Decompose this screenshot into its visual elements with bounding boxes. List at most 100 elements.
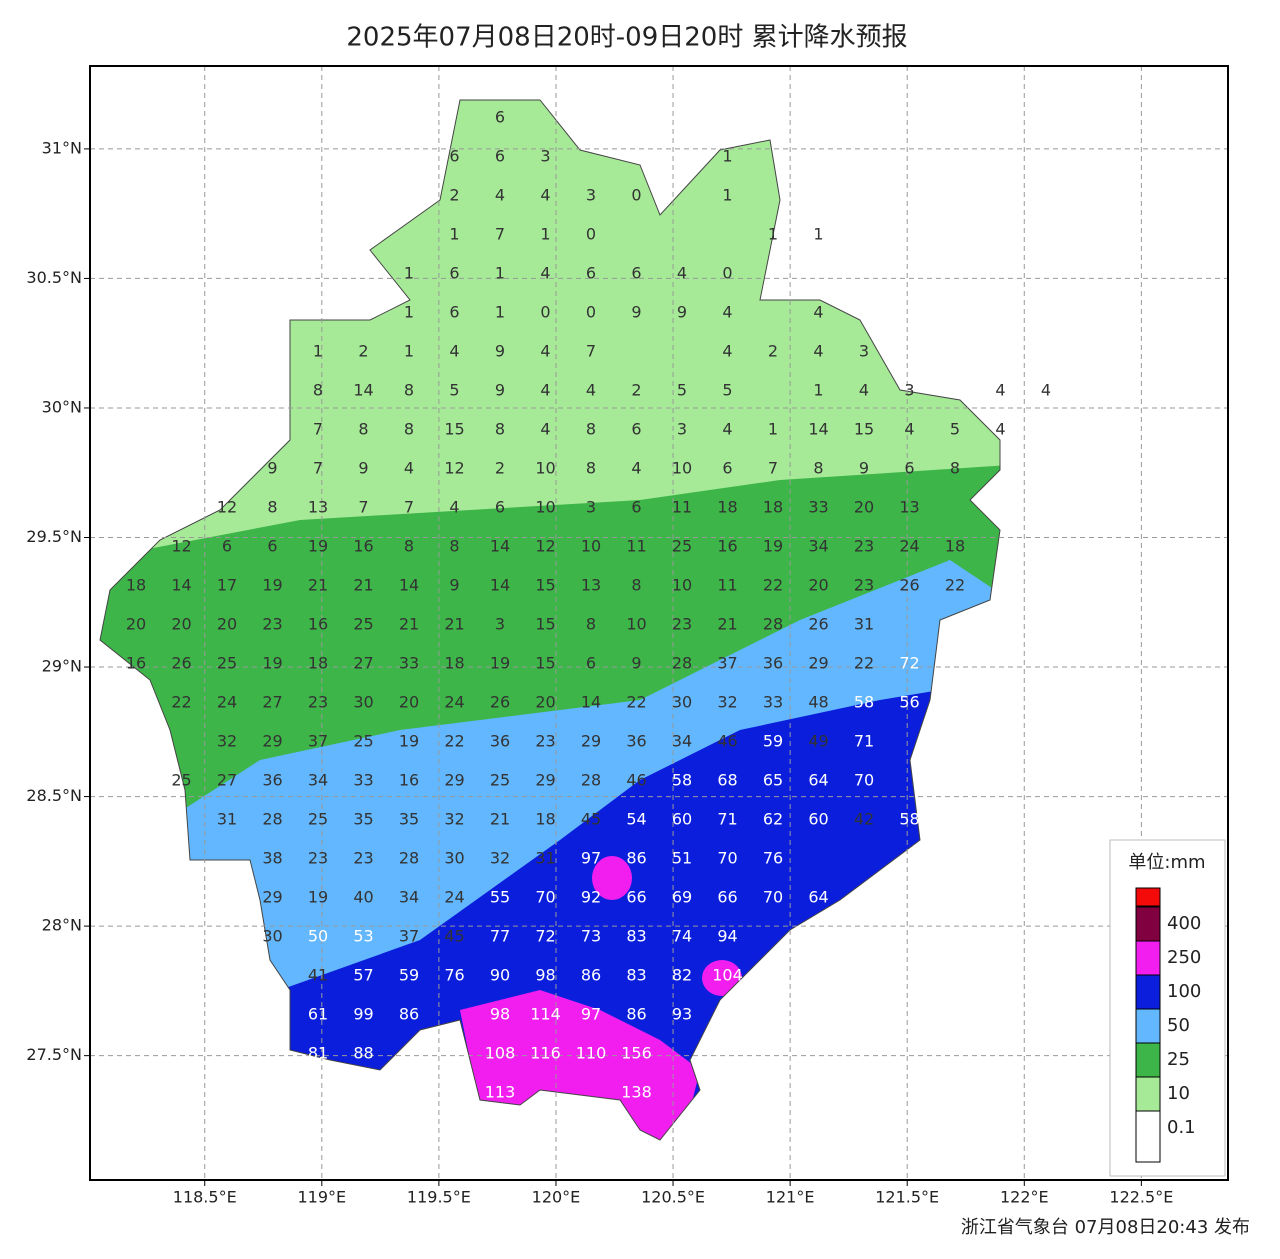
rain-value: 8 bbox=[404, 381, 414, 400]
rain-value: 33 bbox=[399, 654, 419, 673]
rain-value: 76 bbox=[444, 966, 464, 985]
rain-value: 9 bbox=[358, 459, 368, 478]
rain-value: 27 bbox=[262, 693, 282, 712]
lat-tick-label: 29°N bbox=[42, 657, 82, 676]
rain-value: 5 bbox=[677, 381, 687, 400]
rain-value: 1 bbox=[540, 225, 550, 244]
lon-tick-label: 122°E bbox=[1000, 1188, 1049, 1207]
rain-value: 20 bbox=[535, 693, 555, 712]
rain-value: 36 bbox=[262, 771, 282, 790]
rain-value: 59 bbox=[763, 732, 783, 751]
rain-value: 25 bbox=[217, 654, 237, 673]
rain-value: 36 bbox=[763, 654, 783, 673]
rain-value: 8 bbox=[950, 459, 960, 478]
rain-value: 3 bbox=[586, 498, 596, 517]
rain-value: 1 bbox=[722, 186, 732, 205]
rain-value: 113 bbox=[485, 1083, 516, 1102]
rain-values: 66 6 3 12 4 4 3 0 11 7 1 0 1 11 6 1 4 6 6 4 01 6 1 0 0 9 9 4 41 2 1 4 9 4… bbox=[126, 108, 1051, 1102]
rain-value: 25 bbox=[490, 771, 510, 790]
rain-value: 1 bbox=[404, 303, 414, 322]
rain-value: 3 bbox=[859, 342, 869, 361]
rain-value: 138 bbox=[621, 1083, 652, 1102]
rain-value: 12 bbox=[217, 498, 237, 517]
legend-label: 25 bbox=[1167, 1049, 1190, 1070]
rain-value: 19 bbox=[308, 537, 328, 556]
rain-value: 24 bbox=[444, 693, 464, 712]
rain-value: 5 bbox=[449, 381, 459, 400]
rain-value: 3 bbox=[540, 147, 550, 166]
rain-value: 72 bbox=[535, 927, 555, 946]
rain-value: 70 bbox=[763, 888, 783, 907]
rain-value: 28 bbox=[581, 771, 601, 790]
rain-value: 21 bbox=[353, 576, 373, 595]
rain-value: 19 bbox=[308, 888, 328, 907]
rain-value: 25 bbox=[353, 615, 373, 634]
rain-value: 18 bbox=[308, 654, 328, 673]
rain-value: 9 bbox=[631, 303, 641, 322]
rain-value: 92 bbox=[581, 888, 601, 907]
rain-value: 4 bbox=[404, 459, 414, 478]
rain-value: 28 bbox=[262, 810, 282, 829]
rain-value: 15 bbox=[535, 654, 555, 673]
rain-value: 97 bbox=[581, 849, 601, 868]
rain-value: 15 bbox=[854, 420, 874, 439]
rain-value: 5 bbox=[722, 381, 732, 400]
rain-value: 20 bbox=[808, 576, 828, 595]
rain-value: 31 bbox=[217, 810, 237, 829]
rain-value: 40 bbox=[353, 888, 373, 907]
province-outline bbox=[99, 99, 1001, 1141]
lat-tick-label: 31°N bbox=[42, 138, 82, 157]
rain-value: 68 bbox=[717, 771, 737, 790]
lat-tick-label: 30°N bbox=[42, 397, 82, 416]
legend-label: 10 bbox=[1167, 1083, 1190, 1104]
rain-value: 6 bbox=[631, 498, 641, 517]
legend-swatch bbox=[1135, 887, 1161, 907]
rain-value: 32 bbox=[490, 849, 510, 868]
rain-value: 62 bbox=[763, 810, 783, 829]
rain-value: 13 bbox=[581, 576, 601, 595]
rain-value: 13 bbox=[899, 498, 919, 517]
rain-value: 4 bbox=[859, 381, 869, 400]
rain-value: 22 bbox=[945, 576, 965, 595]
rain-value: 93 bbox=[672, 1005, 692, 1024]
rain-value: 5 bbox=[950, 420, 960, 439]
rain-value: 30 bbox=[262, 927, 282, 946]
rain-value: 6 bbox=[722, 459, 732, 478]
rain-value: 20 bbox=[399, 693, 419, 712]
rain-value: 0 bbox=[722, 264, 732, 283]
rain-value: 4 bbox=[631, 459, 641, 478]
rain-value: 69 bbox=[672, 888, 692, 907]
rain-value: 20 bbox=[217, 615, 237, 634]
rain-value: 20 bbox=[126, 615, 146, 634]
rain-value: 8 bbox=[586, 420, 596, 439]
rain-value: 21 bbox=[399, 615, 419, 634]
legend: 单位:mm 0.1 10 25 50 100 250 400 bbox=[1109, 839, 1226, 1177]
rain-value: 1 bbox=[768, 420, 778, 439]
rain-value: 83 bbox=[626, 966, 646, 985]
rain-value: 22 bbox=[854, 654, 874, 673]
rain-value: 26 bbox=[899, 576, 919, 595]
rain-value: 46 bbox=[717, 732, 737, 751]
rain-value: 98 bbox=[535, 966, 555, 985]
rain-value: 19 bbox=[262, 576, 282, 595]
rain-value: 9 bbox=[677, 303, 687, 322]
rain-value: 6 bbox=[267, 537, 277, 556]
rain-value: 19 bbox=[399, 732, 419, 751]
rain-value: 4 bbox=[540, 342, 550, 361]
rain-value: 4 bbox=[586, 381, 596, 400]
rain-value: 19 bbox=[490, 654, 510, 673]
rain-value: 30 bbox=[444, 849, 464, 868]
rain-value: 37 bbox=[308, 732, 328, 751]
rain-value: 4 bbox=[449, 498, 459, 517]
rain-value: 23 bbox=[854, 576, 874, 595]
rain-value: 29 bbox=[535, 771, 555, 790]
rain-value: 11 bbox=[717, 576, 737, 595]
rain-value: 23 bbox=[262, 615, 282, 634]
lon-tick-label: 119.5°E bbox=[407, 1188, 471, 1207]
rain-value: 18 bbox=[763, 498, 783, 517]
rain-value: 8 bbox=[495, 420, 505, 439]
rain-value: 3 bbox=[495, 615, 505, 634]
rain-value: 50 bbox=[308, 927, 328, 946]
legend-swatch bbox=[1135, 940, 1161, 976]
rain-value: 2 bbox=[358, 342, 368, 361]
